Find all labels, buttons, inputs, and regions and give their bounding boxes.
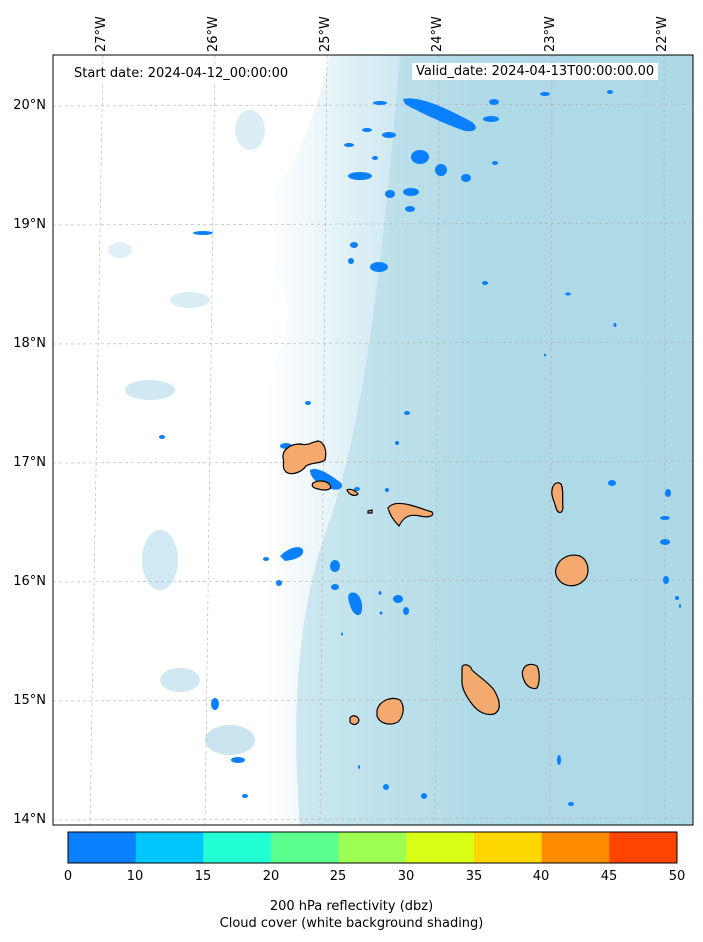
colorbar-frame — [67, 831, 678, 864]
island-raso — [367, 509, 373, 514]
colorbar-tick-0: 0 — [63, 869, 73, 884]
island-santa-luzia — [346, 488, 359, 496]
lon-label-27w: 27°W — [94, 16, 109, 52]
island-sal — [551, 482, 564, 514]
island-maio — [521, 663, 540, 690]
lat-label-14n: 14°N — [13, 812, 46, 827]
colorbar-tick-35: 35 — [465, 869, 483, 884]
start-date-label: Start date: 2024-04-12_00:00:00 — [70, 65, 293, 82]
colorbar-tick-25: 25 — [329, 869, 347, 884]
island-boa-vista — [555, 554, 589, 587]
colorbar-segment-2 — [203, 832, 272, 863]
colorbar — [68, 832, 678, 863]
colorbar-tick-45: 45 — [600, 869, 618, 884]
island-fogo — [376, 697, 404, 725]
lat-label-15n: 15°N — [13, 693, 46, 708]
lon-label-26w: 26°W — [206, 16, 221, 52]
colorbar-tick-15: 15 — [194, 869, 212, 884]
colorbar-segment-0 — [68, 832, 137, 863]
map-area — [53, 55, 693, 825]
island-santo-antao — [282, 440, 327, 475]
islands — [282, 440, 589, 726]
island-santiago — [461, 664, 500, 716]
colorbar-tick-50: 50 — [668, 869, 686, 884]
valid-date-label: Valid_date: 2024-04-13T00:00:00.00 — [412, 63, 659, 80]
lon-label-23w: 23°W — [543, 16, 558, 52]
colorbar-segment-7 — [541, 832, 610, 863]
colorbar-segment-1 — [135, 832, 204, 863]
colorbar-tick-40: 40 — [532, 869, 550, 884]
lat-label-19n: 19°N — [13, 217, 46, 232]
colorbar-segment-4 — [338, 832, 407, 863]
lat-label-20n: 20°N — [13, 98, 46, 113]
colorbar-tick-20: 20 — [262, 869, 280, 884]
map-frame — [52, 54, 694, 826]
graticule — [53, 55, 693, 825]
colorbar-label: 200 hPa reflectivity (dbz) — [269, 899, 434, 914]
lon-label-25w: 25°W — [318, 16, 333, 52]
colorbar-segment-8 — [609, 832, 678, 863]
colorbar-tick-30: 30 — [397, 869, 415, 884]
colorbar-segment-3 — [271, 832, 340, 863]
island-brava — [349, 715, 360, 726]
lon-label-22w: 22°W — [655, 16, 670, 52]
colorbar-sublabel: Cloud cover (white background shading) — [219, 916, 484, 931]
lat-label-18n: 18°N — [13, 336, 46, 351]
lat-label-17n: 17°N — [13, 455, 46, 470]
lat-label-16n: 16°N — [13, 574, 46, 589]
island-sao-vicente — [311, 480, 332, 491]
reflectivity-cells — [159, 90, 681, 806]
colorbar-segment-6 — [474, 832, 543, 863]
colorbar-segment-5 — [406, 832, 475, 863]
lon-label-24w: 24°W — [430, 16, 445, 52]
island-sao-nicolau — [387, 502, 434, 528]
colorbar-tick-10: 10 — [126, 869, 144, 884]
